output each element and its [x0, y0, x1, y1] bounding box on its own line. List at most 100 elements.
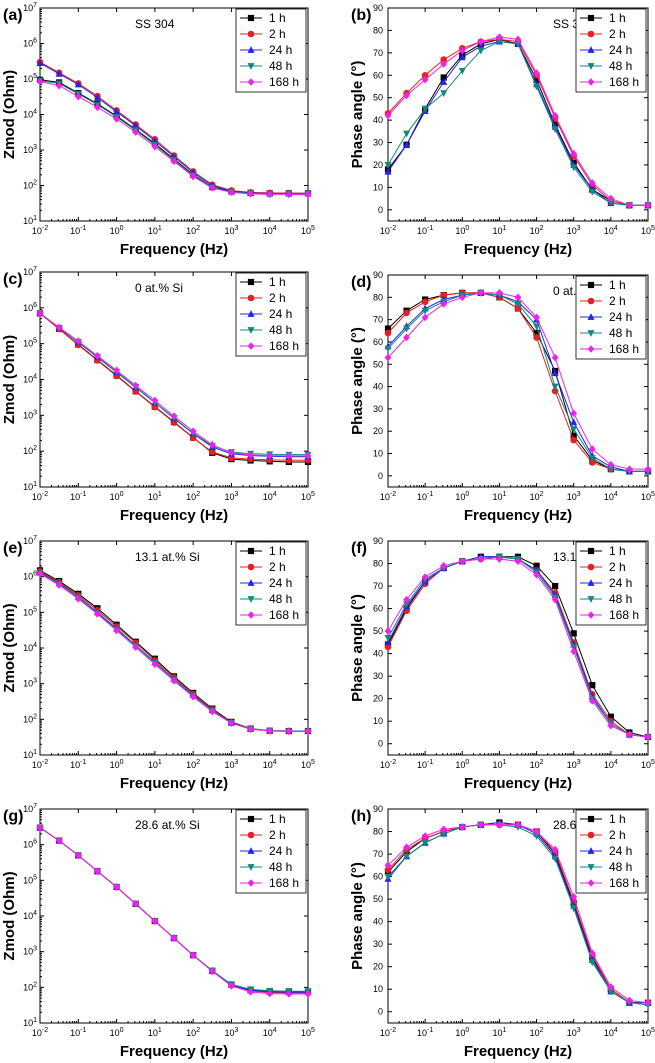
- x-axis-label: Frequency (Hz): [120, 241, 228, 258]
- x-tick-label: 10-2: [380, 1027, 396, 1038]
- data-point: [533, 334, 540, 341]
- data-point: [533, 323, 541, 331]
- panel-label: (e): [3, 540, 23, 557]
- legend-marker: [247, 294, 255, 302]
- data-point: [477, 42, 485, 50]
- data-point: [570, 418, 578, 426]
- panel-label: (h): [351, 808, 371, 825]
- legend-label: 2 h: [269, 27, 286, 41]
- data-point: [440, 825, 448, 834]
- data-point: [607, 721, 615, 730]
- x-tick-label: 103: [224, 759, 238, 770]
- legend-label: 168 h: [609, 876, 639, 890]
- data-point: [403, 595, 410, 604]
- data-point: [440, 60, 448, 68]
- panel-title: SS 304: [135, 17, 175, 31]
- data-point: [74, 80, 82, 88]
- x-tick-label: 10-1: [70, 225, 86, 236]
- legend-marker: [247, 611, 255, 619]
- y-tick-label: 10: [373, 984, 383, 994]
- x-tick-label: 104: [263, 491, 277, 502]
- y-tick-label: 20: [373, 160, 383, 170]
- legend-marker: [587, 815, 595, 823]
- data-point: [477, 289, 485, 297]
- x-tick-label: 100: [110, 759, 124, 770]
- x-tick-label: 101: [492, 491, 506, 502]
- x-tick-label: 102: [186, 225, 200, 236]
- data-point: [570, 893, 578, 901]
- x-axis-label: Frequency (Hz): [120, 1043, 228, 1060]
- data-point: [266, 190, 274, 199]
- data-point: [570, 409, 578, 418]
- data-point: [189, 692, 197, 701]
- data-point: [304, 190, 312, 199]
- data-point: [55, 81, 63, 90]
- y-tick-label: 50: [373, 626, 383, 636]
- data-point: [551, 855, 559, 863]
- x-axis-label: Frequency (Hz): [120, 775, 228, 792]
- data-point: [285, 727, 293, 736]
- x-tick-label: 100: [110, 225, 124, 236]
- legend-label: 1 h: [269, 275, 286, 289]
- series-line: [39, 81, 309, 196]
- legend-marker: [587, 78, 595, 86]
- legend-label: 48 h: [269, 860, 292, 874]
- data-point: [93, 93, 101, 101]
- x-tick-label: 10-1: [70, 759, 86, 770]
- legend-label: 24 h: [609, 43, 632, 57]
- y-tick-label: 103: [23, 409, 37, 420]
- x-tick-label: 100: [455, 1027, 469, 1038]
- data-point: [551, 126, 559, 133]
- x-tick-label: 105: [301, 1027, 315, 1038]
- data-point: [551, 845, 559, 854]
- data-point: [151, 142, 159, 151]
- data-point: [208, 967, 216, 976]
- legend-label: 1 h: [609, 812, 626, 826]
- x-tick-label: 101: [148, 759, 162, 770]
- data-point: [421, 71, 429, 79]
- data-point: [36, 59, 44, 67]
- data-point: [36, 77, 44, 86]
- data-point: [570, 630, 577, 637]
- data-point: [607, 983, 615, 991]
- data-point: [588, 179, 596, 187]
- panel-label: (f): [351, 540, 367, 557]
- data-point: [266, 727, 274, 735]
- legend-label: 2 h: [269, 291, 286, 305]
- x-tick-label: 101: [492, 759, 506, 770]
- data-point: [55, 323, 63, 332]
- data-point: [304, 727, 312, 736]
- chart-panel-a: 10-2 10-1 100 101 102 103 104 105 101 102 103 104 10…: [1, 2, 315, 258]
- data-point: [477, 37, 485, 46]
- data-point: [533, 827, 540, 836]
- chart-panel-g: 10-2 10-1 100 101 102 103 104 105 101 102 103 104 10…: [1, 803, 315, 1060]
- data-point: [570, 647, 578, 656]
- y-tick-label: 102: [23, 445, 37, 456]
- data-point: [589, 682, 596, 689]
- legend-label: 168 h: [609, 608, 639, 622]
- x-tick-label: 103: [567, 225, 581, 236]
- y-tick-label: 101: [23, 481, 37, 492]
- x-tick-label: 100: [110, 491, 124, 502]
- y-tick-label: 20: [373, 426, 383, 436]
- y-tick-label: 20: [373, 962, 383, 972]
- x-tick-label: 100: [110, 1027, 124, 1038]
- legend-marker: [247, 879, 255, 887]
- legend-label: 24 h: [269, 43, 292, 57]
- data-point: [607, 194, 615, 203]
- data-point: [170, 677, 178, 685]
- data-point: [514, 820, 522, 829]
- data-point: [626, 465, 633, 473]
- data-point: [588, 188, 596, 196]
- data-point: [551, 369, 559, 377]
- x-tick-label: 104: [263, 759, 277, 770]
- x-tick-label: 10-1: [70, 1027, 86, 1038]
- x-tick-label: 103: [567, 759, 581, 770]
- data-point: [36, 570, 44, 578]
- legend: 1 h 2 h 24 h 48 h 168 h: [575, 809, 647, 894]
- panel-label: (c): [3, 271, 23, 288]
- y-tick-label: 101: [23, 215, 37, 226]
- chart-panel-b: 10-2 10-1 100 101 102 103 104 105 0 10 20 30 40 50 60 7…: [349, 3, 655, 258]
- y-tick-label: 0: [378, 205, 383, 215]
- data-point: [440, 90, 448, 98]
